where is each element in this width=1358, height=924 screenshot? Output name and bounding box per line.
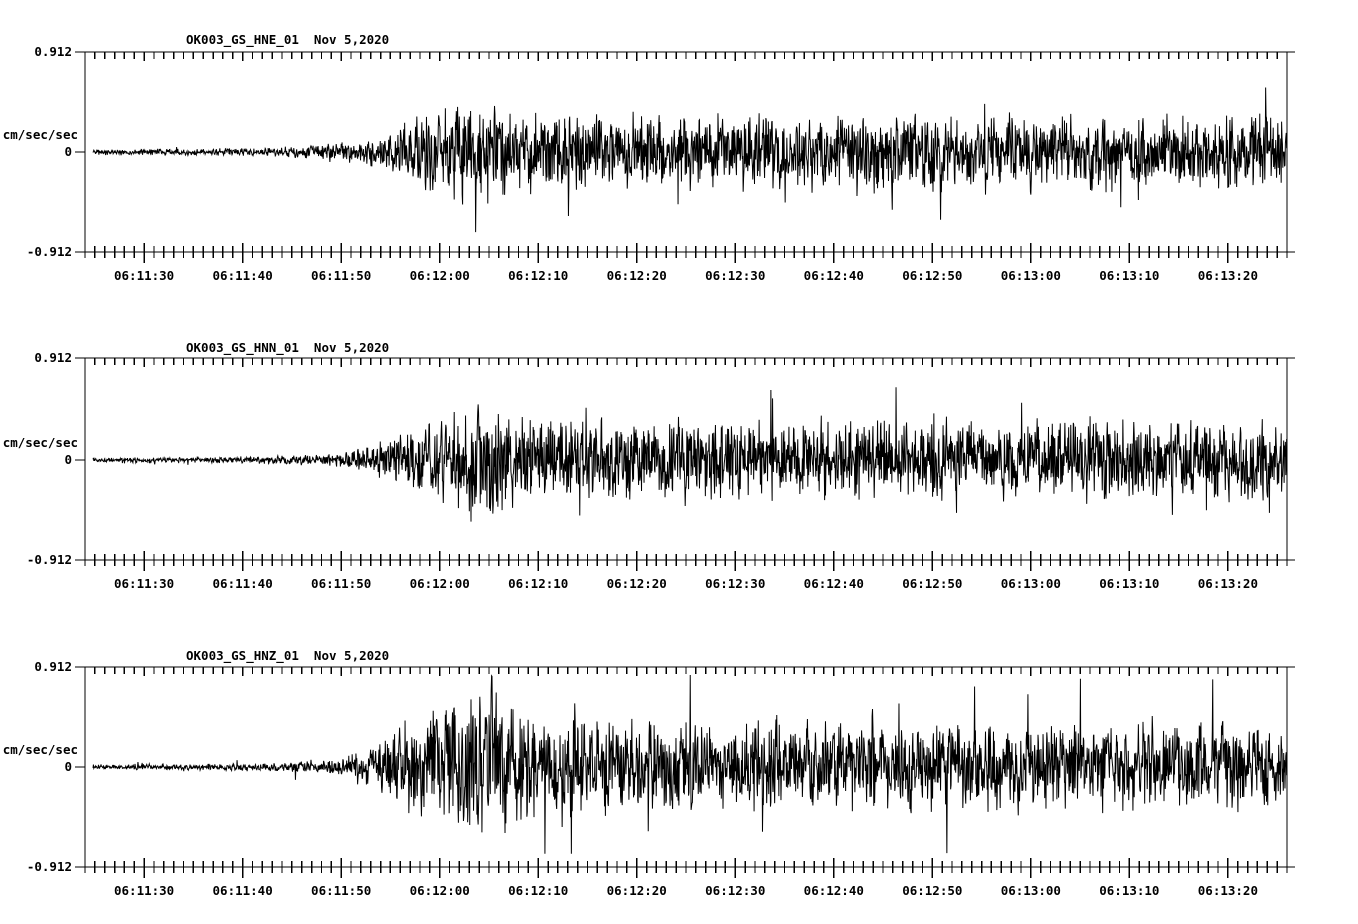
- x-tick-label: 06:12:20: [606, 268, 667, 283]
- x-tick-label: 06:11:50: [311, 883, 372, 898]
- x-tick-label: 06:11:50: [311, 576, 372, 591]
- y-axis-max-label-hnn: 0.912: [34, 350, 72, 365]
- x-tick-label: 06:12:40: [803, 268, 864, 283]
- x-tick-label: 06:12:50: [902, 883, 963, 898]
- x-tick-label: 06:12:20: [606, 576, 667, 591]
- y-axis-max-label-hnz: 0.912: [34, 659, 72, 674]
- x-tick-label: 06:12:50: [902, 268, 963, 283]
- x-tick-label: 06:13:20: [1197, 576, 1258, 591]
- y-axis-unit-label-hnz: cm/sec/sec: [2, 742, 78, 757]
- x-tick-label: 06:12:40: [803, 883, 864, 898]
- x-tick-label: 06:11:40: [212, 576, 273, 591]
- x-tick-label: 06:13:10: [1099, 883, 1160, 898]
- x-tick-label: 06:11:30: [114, 883, 175, 898]
- panel-title-hne: OK003_GS_HNE_01 Nov 5,2020: [186, 32, 390, 47]
- x-tick-label: 06:11:40: [212, 883, 273, 898]
- x-tick-label: 06:12:30: [705, 883, 766, 898]
- y-axis-zero-label-hnz: 0: [64, 759, 72, 774]
- x-tick-label: 06:12:50: [902, 576, 963, 591]
- x-tick-label: 06:12:10: [508, 268, 569, 283]
- y-axis-unit-label-hne: cm/sec/sec: [2, 127, 78, 142]
- x-tick-label: 06:12:00: [409, 268, 470, 283]
- x-tick-label: 06:11:30: [114, 576, 175, 591]
- x-tick-label: 06:12:40: [803, 576, 864, 591]
- y-axis-zero-label-hnn: 0: [64, 452, 72, 467]
- waveform-plot-hne: [75, 51, 1295, 263]
- x-tick-label: 06:13:10: [1099, 268, 1160, 283]
- x-tick-label: 06:11:40: [212, 268, 273, 283]
- y-axis-unit-label-hnn: cm/sec/sec: [2, 435, 78, 450]
- x-tick-label: 06:12:30: [705, 576, 766, 591]
- x-tick-label: 06:13:20: [1197, 883, 1258, 898]
- y-axis-min-label-hnz: -0.912: [26, 859, 72, 874]
- y-axis-max-label-hne: 0.912: [34, 44, 72, 59]
- x-tick-label: 06:12:00: [409, 883, 470, 898]
- panel-title-hnn: OK003_GS_HNN_01 Nov 5,2020: [186, 340, 390, 355]
- x-tick-label: 06:13:00: [1000, 576, 1061, 591]
- x-tick-label: 06:12:00: [409, 576, 470, 591]
- x-tick-label: 06:13:00: [1000, 268, 1061, 283]
- waveform-plot-hnz: [75, 666, 1295, 878]
- waveform-plot-hnn: [75, 357, 1295, 571]
- panel-title-hnz: OK003_GS_HNZ_01 Nov 5,2020: [186, 648, 390, 663]
- x-tick-label: 06:12:10: [508, 883, 569, 898]
- x-tick-label: 06:13:10: [1099, 576, 1160, 591]
- x-tick-label: 06:13:20: [1197, 268, 1258, 283]
- x-tick-label: 06:11:50: [311, 268, 372, 283]
- x-tick-label: 06:12:20: [606, 883, 667, 898]
- y-axis-min-label-hne: -0.912: [26, 244, 72, 259]
- y-axis-zero-label-hne: 0: [64, 144, 72, 159]
- x-tick-label: 06:11:30: [114, 268, 175, 283]
- x-tick-label: 06:12:30: [705, 268, 766, 283]
- x-tick-label: 06:13:00: [1000, 883, 1061, 898]
- y-axis-min-label-hnn: -0.912: [26, 552, 72, 567]
- x-tick-label: 06:12:10: [508, 576, 569, 591]
